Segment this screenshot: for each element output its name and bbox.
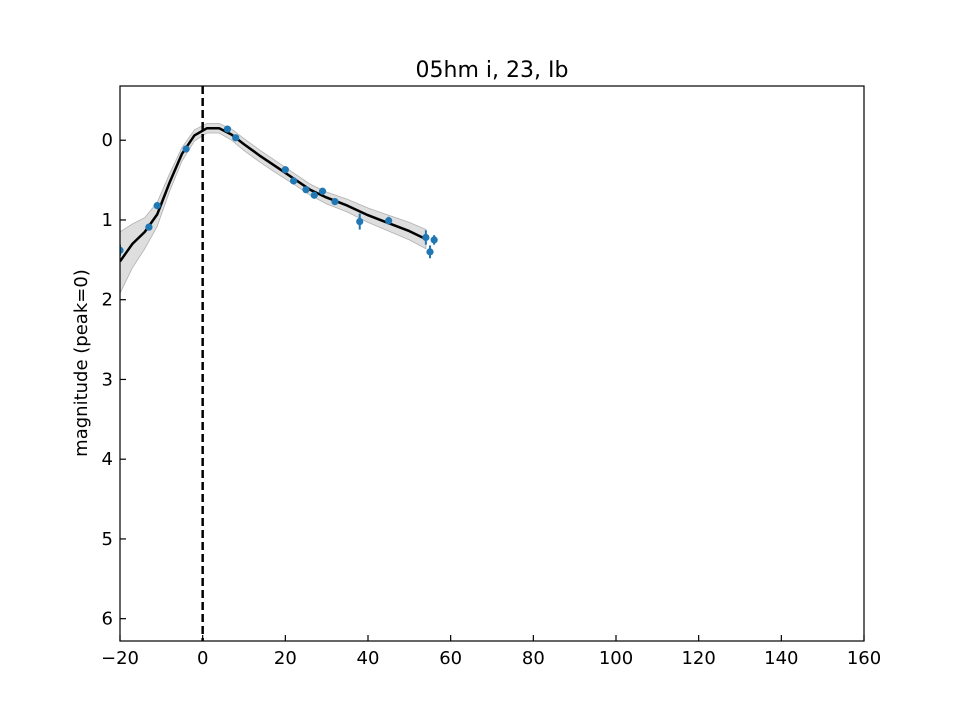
observation-point	[385, 216, 393, 225]
plot-frame	[119, 85, 865, 642]
observation-point	[302, 186, 310, 194]
x-tick-label: 120	[681, 648, 715, 669]
x-tick-label: 40	[357, 648, 380, 669]
data-marker	[281, 166, 289, 174]
observations-layer	[120, 125, 438, 259]
y-tick-label: 2	[102, 290, 113, 311]
observation-point	[331, 198, 339, 206]
data-marker	[356, 217, 364, 226]
observation-point	[145, 223, 153, 231]
data-marker	[182, 145, 190, 153]
x-tick-label: 160	[847, 648, 881, 669]
y-tick-label: 3	[102, 369, 113, 390]
x-tick-label: 0	[197, 648, 208, 669]
data-marker	[232, 134, 240, 142]
y-axis-label: magnitude (peak=0)	[71, 269, 92, 457]
x-tick-label: 60	[439, 648, 462, 669]
y-tick-label: 0	[102, 130, 113, 151]
y-tick-label: 4	[102, 449, 113, 470]
x-axis-ticks: −20 0 20 40 60 80 100 120 140 160	[101, 635, 881, 669]
data-marker	[302, 186, 310, 194]
data-marker	[223, 125, 232, 133]
data-marker	[153, 202, 161, 210]
observation-point	[426, 245, 434, 259]
y-tick-label: 6	[102, 609, 113, 630]
data-marker	[331, 198, 339, 206]
observation-point	[356, 213, 364, 230]
model-curve	[120, 127, 427, 263]
data-marker	[145, 223, 153, 231]
x-tick-label: −20	[101, 648, 139, 669]
data-marker	[422, 233, 430, 242]
observation-point	[223, 125, 232, 133]
data-marker	[120, 246, 124, 254]
x-tick-label: 140	[764, 648, 798, 669]
observation-point	[281, 166, 289, 174]
y-tick-label: 5	[102, 529, 113, 550]
data-marker	[385, 217, 393, 225]
data-marker	[310, 191, 318, 199]
x-tick-label: 80	[522, 648, 545, 669]
observation-point	[310, 191, 318, 199]
observation-point	[120, 244, 124, 256]
x-tick-label: 100	[599, 648, 633, 669]
chart-title: 05hm i, 23, Ib	[416, 58, 569, 83]
observation-point	[182, 145, 190, 153]
observation-point	[318, 187, 327, 195]
data-marker	[430, 236, 438, 244]
y-tick-label: 1	[102, 210, 113, 231]
data-marker	[318, 187, 327, 195]
observation-point	[430, 235, 438, 245]
uncertainty-band	[120, 123, 427, 294]
y-axis-ticks: 0 1 2 3 4 5 6	[102, 130, 126, 630]
observation-point	[422, 230, 430, 245]
data-marker	[290, 177, 298, 185]
observation-point	[290, 177, 298, 185]
observation-point	[232, 134, 240, 142]
model-curve-layer	[120, 127, 427, 263]
x-tick-label: 20	[274, 648, 297, 669]
observation-point	[153, 202, 161, 210]
data-marker	[426, 248, 434, 256]
uncertainty-band-layer	[120, 123, 427, 294]
plot-layers	[120, 86, 438, 641]
